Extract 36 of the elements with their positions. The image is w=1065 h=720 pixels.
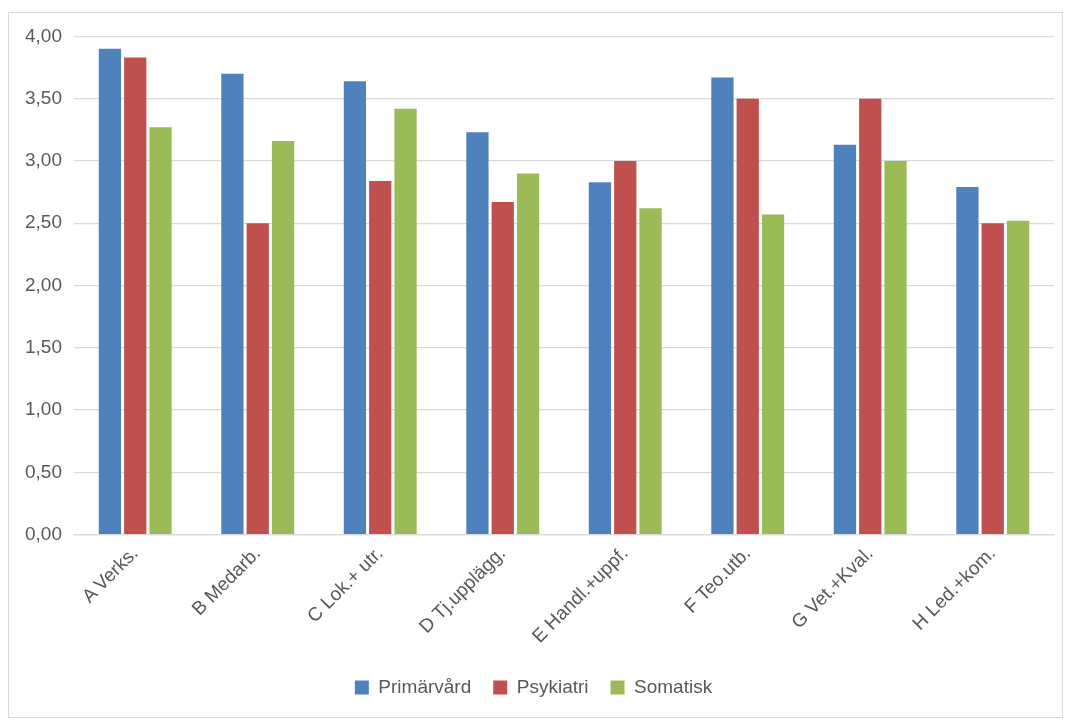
bar xyxy=(639,208,662,534)
bar xyxy=(736,98,759,534)
bar xyxy=(98,48,122,534)
bar xyxy=(981,223,1004,534)
bar xyxy=(833,144,857,534)
bar xyxy=(516,173,540,534)
y-tick-label: 4,00 xyxy=(25,24,62,46)
bar xyxy=(956,187,979,534)
y-tick-label: 3,50 xyxy=(25,86,62,108)
bar xyxy=(1006,220,1030,534)
bar xyxy=(466,132,489,534)
y-tick-label: 1,50 xyxy=(25,336,62,358)
bar xyxy=(343,81,367,534)
bar xyxy=(221,73,244,534)
bar xyxy=(884,160,907,534)
bar xyxy=(588,182,612,534)
bar xyxy=(149,127,172,534)
y-tick-label: 2,00 xyxy=(25,273,62,295)
bar xyxy=(761,214,785,534)
y-tick-label: 0,00 xyxy=(25,522,62,544)
bar xyxy=(271,141,295,534)
y-tick-label: 3,00 xyxy=(25,149,62,171)
bar xyxy=(859,98,882,534)
bar xyxy=(491,202,514,534)
y-tick-label: 1,00 xyxy=(25,398,62,420)
legend-label: Primärvård xyxy=(378,675,472,697)
bar xyxy=(369,180,392,534)
bar xyxy=(711,77,734,534)
y-tick-label: 0,50 xyxy=(25,460,62,482)
legend-label: Somatisk xyxy=(634,675,713,697)
y-tick-label: 2,50 xyxy=(25,211,62,233)
bar xyxy=(124,57,147,534)
legend-label: Psykiatri xyxy=(516,675,589,697)
bar xyxy=(246,223,269,534)
bar xyxy=(394,108,417,534)
bar xyxy=(614,160,637,534)
